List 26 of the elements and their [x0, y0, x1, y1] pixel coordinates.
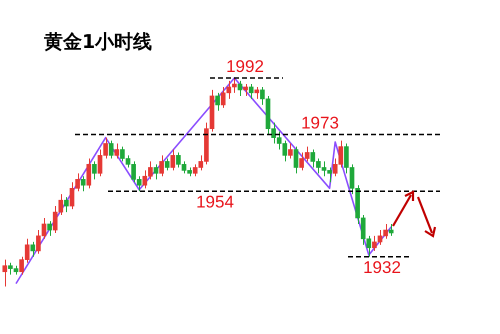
candlestick: [170, 149, 176, 171]
candlestick: [294, 146, 298, 174]
candlestick: [114, 142, 120, 160]
candlestick: [288, 142, 293, 160]
chart-title: 黄金1小时线: [44, 30, 152, 55]
candlestick: [154, 164, 158, 180]
candlestick: [80, 176, 86, 192]
candlestick: [92, 160, 97, 180]
candlestick: [2, 259, 8, 288]
candlestick: [388, 223, 394, 236]
candlestick: [30, 241, 36, 258]
text: 1992: [226, 57, 264, 76]
candlestick: [86, 158, 92, 189]
candlestick: [108, 140, 114, 160]
annotation: 1954: [196, 192, 234, 212]
candlestick: [254, 86, 260, 100]
candlestick: [243, 84, 248, 96]
candlestick: [238, 80, 242, 96]
candlestick: [248, 84, 254, 100]
annotation: 1932: [363, 258, 401, 277]
candlestick: [159, 154, 164, 177]
candlestick: [64, 196, 69, 213]
candlestick: [164, 158, 170, 171]
candlestick: [47, 220, 52, 236]
annotation: 1973: [301, 114, 339, 133]
candlestick: [215, 92, 220, 112]
